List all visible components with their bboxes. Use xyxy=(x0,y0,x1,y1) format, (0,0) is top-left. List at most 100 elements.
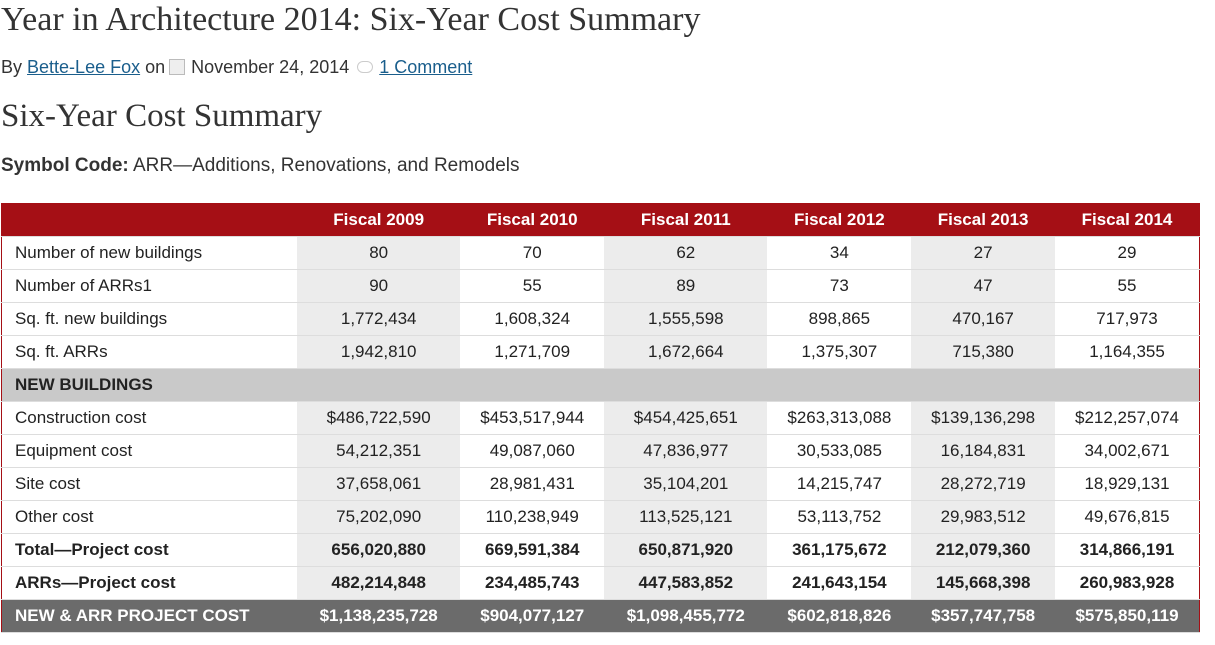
cell: 28,981,431 xyxy=(460,467,605,501)
corner xyxy=(1,203,297,237)
cell: 1,672,664 xyxy=(604,335,768,369)
cell: 241,643,154 xyxy=(767,566,912,600)
cell: 361,175,672 xyxy=(767,533,912,567)
column-header: Fiscal 2011 xyxy=(604,203,768,237)
cell: 470,167 xyxy=(911,302,1056,336)
cell: 53,113,752 xyxy=(767,500,912,534)
cell: 29,983,512 xyxy=(911,500,1056,534)
table-row: Total—Project cost 656,020,880 669,591,384… xyxy=(1,533,1200,567)
cell: $1,098,455,772 xyxy=(604,599,768,633)
cell: 145,668,398 xyxy=(911,566,1056,600)
row-label: Number of new buildings xyxy=(1,236,297,270)
cell: 1,164,355 xyxy=(1055,335,1200,369)
cell: 49,087,060 xyxy=(460,434,605,468)
row-label: Other cost xyxy=(1,500,297,534)
cell: 55 xyxy=(1055,269,1200,303)
column-header: Fiscal 2013 xyxy=(911,203,1056,237)
cell: 14,215,747 xyxy=(767,467,912,501)
section-label: NEW BUILDINGS xyxy=(1,368,1200,402)
cell: 18,929,131 xyxy=(1055,467,1200,501)
cell: 898,865 xyxy=(767,302,912,336)
table-row: Sq. ft. new buildings 1,772,434 1,608,324 1… xyxy=(1,302,1200,336)
table-row: Other cost 75,202,090 110,238,949 113,525,1… xyxy=(1,500,1200,534)
symbol-text: ARR—Additions, Renovations, and Remodels xyxy=(132,155,520,176)
cell: $212,257,074 xyxy=(1055,401,1200,435)
cell: 89 xyxy=(604,269,768,303)
cell: 1,608,324 xyxy=(460,302,605,336)
cell: 55 xyxy=(460,269,605,303)
cost-table: Fiscal 2009 Fiscal 2010 Fiscal 2011 Fiscal … xyxy=(1,203,1200,633)
row-label: Sq. ft. ARRs xyxy=(1,335,297,369)
cell: $453,517,944 xyxy=(460,401,605,435)
cell: 29 xyxy=(1055,236,1200,270)
cell: 62 xyxy=(604,236,768,270)
author-link[interactable]: Bette-Lee Fox xyxy=(27,57,141,77)
row-label: NEW & ARR PROJECT COST xyxy=(1,599,297,633)
cell: 717,973 xyxy=(1055,302,1200,336)
table-row: Equipment cost 54,212,351 49,087,060 47,836… xyxy=(1,434,1200,468)
section-title: Six-Year Cost Summary xyxy=(1,98,323,134)
table-row: Site cost 37,658,061 28,981,431 35,104,201 1… xyxy=(1,467,1200,501)
header-row: Fiscal 2009 Fiscal 2010 Fiscal 2011 Fiscal … xyxy=(1,203,1200,237)
cell: 1,271,709 xyxy=(460,335,605,369)
date: November 24, 2014 xyxy=(191,57,350,77)
cell: 212,079,360 xyxy=(911,533,1056,567)
cell: $357,747,758 xyxy=(911,599,1056,633)
cell: 650,871,920 xyxy=(604,533,768,567)
cell: 110,238,949 xyxy=(460,500,605,534)
table-row: NEW & ARR PROJECT COST $1,138,235,728 $904… xyxy=(1,599,1200,633)
cell: $904,077,127 xyxy=(460,599,605,633)
cell: 47,836,977 xyxy=(604,434,768,468)
cell: $486,722,590 xyxy=(297,401,461,435)
row-label: Site cost xyxy=(1,467,297,501)
row-label: ARRs—Project cost xyxy=(1,566,297,600)
row-label: Equipment cost xyxy=(1,434,297,468)
column-header: Fiscal 2009 xyxy=(297,203,461,237)
cell: 260,983,928 xyxy=(1055,566,1200,600)
table-row: ARRs—Project cost 482,214,848 234,485,743 4… xyxy=(1,566,1200,600)
table-row: NEW BUILDINGS xyxy=(1,368,1200,402)
table-row: Number of new buildings 80 70 62 34 27 29 xyxy=(1,236,1200,270)
cell: 234,485,743 xyxy=(460,566,605,600)
cell: 28,272,719 xyxy=(911,467,1056,501)
cell: 669,591,384 xyxy=(460,533,605,567)
column-header: Fiscal 2010 xyxy=(460,203,605,237)
calendar-icon xyxy=(169,59,186,75)
column-header: Fiscal 2012 xyxy=(767,203,912,237)
row-label: Total—Project cost xyxy=(1,533,297,567)
on: on xyxy=(145,57,166,77)
cell: 715,380 xyxy=(911,335,1056,369)
symbol-label: Symbol Code: xyxy=(1,155,129,176)
row-label: Construction cost xyxy=(1,401,297,435)
table-row: Construction cost $486,722,590 $453,517,94… xyxy=(1,401,1200,435)
cell: $454,425,651 xyxy=(604,401,768,435)
cell: $263,313,088 xyxy=(767,401,912,435)
cell: 1,772,434 xyxy=(297,302,461,336)
cell: 34,002,671 xyxy=(1055,434,1200,468)
cell: 16,184,831 xyxy=(911,434,1056,468)
cell: 75,202,090 xyxy=(297,500,461,534)
cell: 1,375,307 xyxy=(767,335,912,369)
cell: 73 xyxy=(767,269,912,303)
cell: $1,138,235,728 xyxy=(297,599,461,633)
cell: 80 xyxy=(297,236,461,270)
by: By xyxy=(1,57,23,77)
comments-link[interactable]: 1 Comment xyxy=(379,57,473,77)
cell: 37,658,061 xyxy=(297,467,461,501)
comment-icon xyxy=(357,61,374,73)
cell: $602,818,826 xyxy=(767,599,912,633)
cell: 27 xyxy=(911,236,1056,270)
cell: 49,676,815 xyxy=(1055,500,1200,534)
cell: 482,214,848 xyxy=(297,566,461,600)
row-label: Sq. ft. new buildings xyxy=(1,302,297,336)
cell: 1,942,810 xyxy=(297,335,461,369)
cell: 90 xyxy=(297,269,461,303)
cell: 1,555,598 xyxy=(604,302,768,336)
cell: 54,212,351 xyxy=(297,434,461,468)
cell: 113,525,121 xyxy=(604,500,768,534)
cell: 656,020,880 xyxy=(297,533,461,567)
page-title: Year in Architecture 2014: Six-Year Cost… xyxy=(1,1,701,38)
cell: 70 xyxy=(460,236,605,270)
cell: 447,583,852 xyxy=(604,566,768,600)
